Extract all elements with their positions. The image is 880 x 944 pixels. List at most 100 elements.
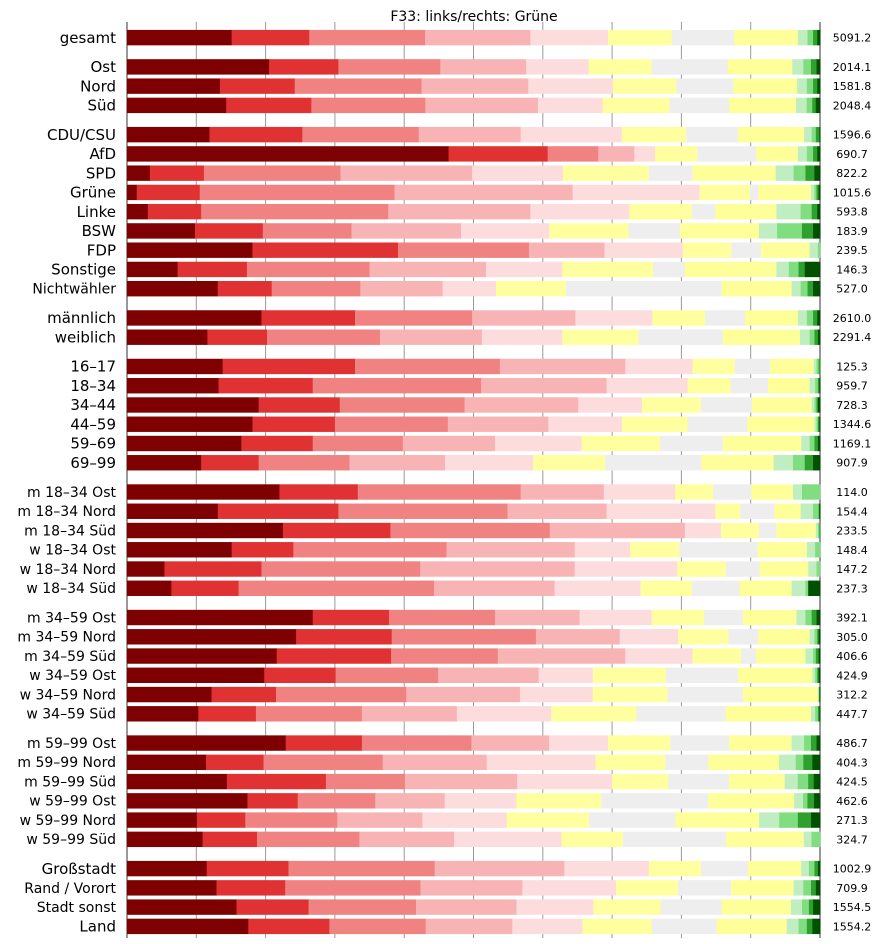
bar-segment	[206, 860, 289, 877]
bar-segment	[472, 165, 564, 181]
bar-segment	[684, 522, 722, 539]
bar-segment	[817, 435, 821, 452]
bar-segment	[538, 667, 594, 684]
bar-segment	[127, 754, 207, 771]
bar-segment	[607, 735, 671, 751]
bar-segment	[127, 629, 297, 645]
bar-segment	[252, 242, 399, 258]
bar-segment	[813, 455, 821, 471]
bar-segment	[679, 542, 759, 558]
bar-segment	[226, 773, 327, 790]
bar-segment	[813, 280, 821, 297]
bar-segment	[388, 609, 496, 626]
bar-segment	[743, 609, 797, 626]
bar-segment	[606, 378, 689, 394]
bar-segment	[804, 126, 813, 143]
bar-segment	[790, 899, 803, 915]
bar-segment	[797, 146, 808, 162]
bar-segment	[812, 667, 816, 684]
bar-segment	[201, 455, 260, 471]
bar-segment	[816, 609, 821, 626]
bar-segment	[245, 812, 338, 828]
bar-segment	[722, 435, 802, 452]
bar-segment	[575, 310, 653, 326]
bar-segment	[721, 280, 793, 297]
row-n-value: 312.2	[836, 689, 868, 702]
bar-segment	[815, 706, 819, 722]
bar-segment	[796, 609, 806, 626]
bar-segment	[665, 754, 709, 771]
bar-segment	[258, 455, 350, 471]
bar-segment	[520, 126, 623, 143]
bar-segment	[817, 686, 820, 703]
bar-segment	[809, 329, 815, 345]
bar-segment	[815, 522, 819, 539]
bar-segment	[361, 735, 472, 751]
bar-segment	[447, 416, 549, 432]
bar-segment	[805, 165, 815, 181]
bar-segment	[434, 860, 565, 877]
bar-segment	[149, 165, 205, 181]
bar-segment	[606, 503, 716, 519]
bar-segment	[605, 455, 702, 471]
row-n-value: 1554.2	[833, 920, 872, 933]
bar-segment	[247, 793, 299, 809]
bar-segment	[415, 899, 517, 915]
bar-segment	[391, 629, 537, 645]
row-label: CDU/CSU	[47, 126, 116, 144]
row-n-value: 424.9	[836, 669, 868, 682]
bar-segment	[127, 542, 233, 558]
bar-segment	[127, 899, 237, 915]
bar-segment	[625, 358, 693, 375]
bar-segment	[549, 223, 630, 239]
bar-segment	[486, 754, 596, 771]
bar-segment	[494, 435, 583, 452]
bar-segment	[582, 918, 653, 935]
bar-segment	[811, 397, 815, 413]
bar-segment	[595, 754, 666, 771]
bar-segment	[231, 542, 294, 558]
bar-segment	[382, 754, 488, 771]
bar-segment	[589, 812, 676, 828]
bar-segment	[264, 667, 336, 684]
row-n-value: 2048.4	[833, 99, 872, 112]
bar-segment	[716, 918, 788, 935]
bar-segment	[537, 97, 604, 114]
row-n-value: 148.4	[836, 544, 868, 557]
bar-segment	[734, 29, 799, 46]
bar-segment	[788, 261, 799, 278]
bar-segment	[729, 735, 792, 751]
bar-segment	[739, 580, 792, 596]
bar-segment	[807, 29, 814, 46]
bar-segment	[461, 223, 550, 239]
bar-segment	[194, 223, 264, 239]
bar-segment	[758, 629, 811, 645]
row-n-value: 183.9	[836, 225, 868, 238]
bar-segment	[574, 561, 678, 577]
bar-segment	[808, 773, 815, 790]
bar-segment	[809, 378, 816, 394]
bar-segment	[388, 203, 531, 220]
bar-segment	[819, 686, 821, 703]
bar-segment	[815, 378, 819, 394]
bar-segment	[520, 484, 605, 500]
row-label: Rand / Vorort	[24, 881, 116, 897]
bar-segment	[806, 918, 813, 935]
row-label: w 18–34 Ost	[29, 543, 116, 559]
bar-segment	[231, 29, 310, 46]
bar-segment	[201, 203, 389, 220]
bar-segment	[127, 203, 149, 220]
row-label: w 59–99 Süd	[26, 832, 116, 848]
bar-segment	[294, 78, 422, 94]
bar-segment	[817, 310, 821, 326]
bar-segment	[177, 261, 248, 278]
bar-segment	[708, 793, 795, 809]
bar-segment	[481, 329, 563, 345]
bar-segment	[312, 435, 404, 452]
row-n-value: 147.2	[836, 563, 868, 576]
bar-segment	[562, 165, 650, 181]
bar-segment	[255, 706, 363, 722]
bar-segment	[811, 812, 821, 828]
bar-segment	[621, 126, 687, 143]
bar-segment	[472, 310, 576, 326]
